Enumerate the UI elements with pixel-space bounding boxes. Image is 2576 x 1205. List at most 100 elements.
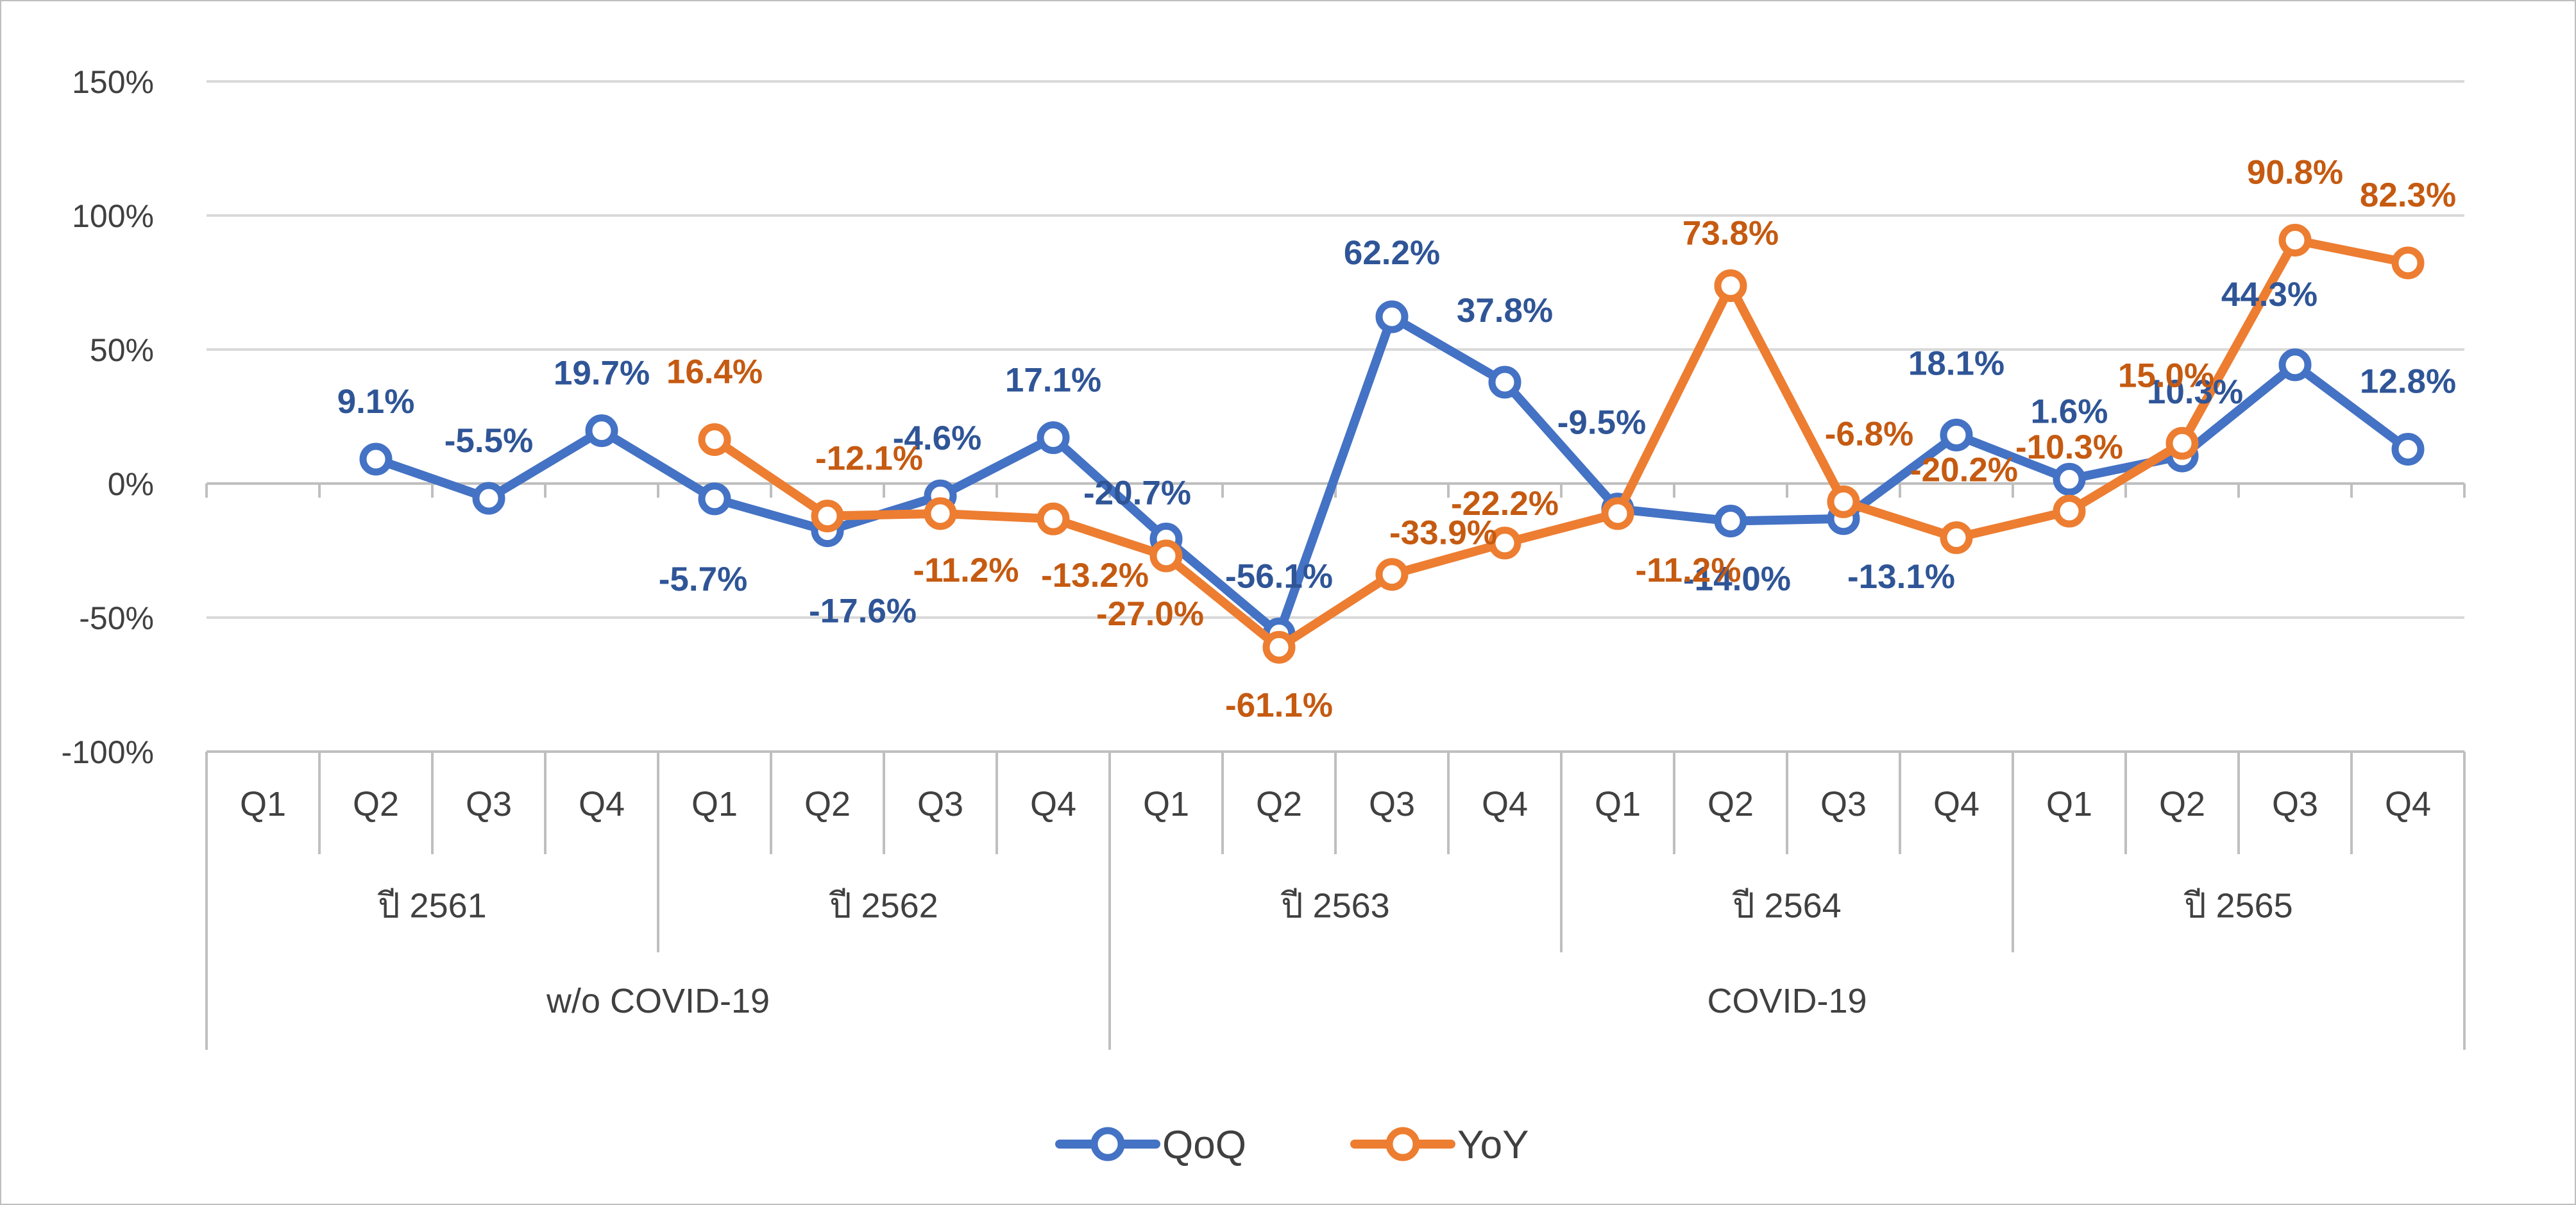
quarter-label: Q2 — [1256, 785, 1302, 823]
quarter-label: Q3 — [466, 785, 512, 823]
marker-yoy — [1488, 527, 1521, 560]
marker-yoy — [1601, 497, 1634, 530]
data-label-yoy: -6.8% — [1825, 415, 1913, 453]
quarter-label: Q3 — [1369, 785, 1415, 823]
year-label: ปี 2562 — [829, 887, 938, 925]
marker-yoy — [698, 423, 731, 456]
data-label-yoy: -33.9% — [1389, 514, 1497, 552]
period-label: COVID-19 — [1707, 982, 1867, 1020]
marker-yoy — [1262, 630, 1296, 664]
y-tick-label: -50% — [79, 600, 154, 636]
data-label-yoy: 90.8% — [2247, 153, 2343, 191]
marker-qoq — [1940, 418, 1973, 451]
y-axis: 150% 100% 50% 0% -50% -100% — [61, 64, 154, 770]
data-label-qoq: 10.3% — [2147, 373, 2243, 411]
year-label: ปี 2563 — [1280, 887, 1389, 925]
data-label-yoy: -13.2% — [1041, 557, 1149, 594]
marker-yoy — [2053, 494, 2086, 528]
quarter-label: Q3 — [917, 785, 963, 823]
marker-yoy — [924, 497, 957, 530]
data-label-qoq: -20.7% — [1083, 475, 1191, 512]
data-label-yoy: 16.4% — [666, 353, 763, 391]
data-label-yoy: -11.2% — [1635, 552, 1741, 589]
y-tick-label: 150% — [72, 64, 154, 100]
marker-qoq — [698, 482, 731, 516]
legend-marker-qoq — [1090, 1127, 1125, 1161]
marker-yoy — [2165, 426, 2199, 460]
marker-qoq — [1375, 300, 1409, 333]
quarter-label: Q2 — [2159, 785, 2205, 823]
data-label-qoq: -4.6% — [893, 419, 981, 457]
marker-qoq — [472, 482, 505, 515]
data-label-qoq: -9.5% — [1557, 404, 1646, 442]
data-label-qoq: -14.0% — [1683, 560, 1791, 598]
marker-qoq — [2391, 432, 2425, 466]
marker-qoq — [1037, 421, 1070, 455]
quarter-label: Q4 — [2385, 785, 2431, 823]
series-line-yoy — [710, 235, 2412, 652]
data-labels: 9.1% -5.5% 19.7% -5.7% -17.6% -4.6% 17.1% -20.7… — [337, 153, 2457, 724]
quarter-label: Q4 — [1030, 785, 1076, 823]
data-label-qoq: 44.3% — [2221, 276, 2318, 314]
data-label-qoq: 17.1% — [1005, 362, 1101, 400]
quarter-label: Q2 — [1707, 785, 1754, 823]
data-label-qoq: 62.2% — [1344, 234, 1440, 272]
year-label: ปี 2565 — [2183, 887, 2292, 925]
marker-yoy — [1375, 558, 1409, 591]
data-label-qoq: -17.6% — [809, 593, 917, 630]
marker-yoy — [811, 500, 844, 533]
quarter-label: Q1 — [691, 785, 738, 823]
quarter-label: Q3 — [1820, 785, 1867, 823]
marker-yoy — [1714, 269, 1747, 303]
quarter-label: Q2 — [353, 785, 399, 823]
y-tick-label: 50% — [90, 332, 154, 368]
data-label-qoq: -56.1% — [1225, 557, 1333, 595]
quarter-label: Q3 — [2272, 785, 2318, 823]
data-label-qoq: 18.1% — [1908, 344, 2004, 382]
quarter-label: Q1 — [1595, 785, 1641, 823]
quarter-label: Q1 — [2046, 785, 2092, 823]
data-label-yoy: 15.0% — [2118, 357, 2214, 394]
marker-qoq — [1714, 505, 1747, 538]
data-label-yoy: 82.3% — [2360, 176, 2456, 214]
marker-yoy — [2278, 223, 2312, 257]
legend: QoQ YoY — [1055, 1123, 1529, 1167]
y-tick-label: 100% — [72, 198, 154, 234]
legend-label-qoq: QoQ — [1162, 1123, 1246, 1167]
quarter-label: Q1 — [240, 785, 286, 823]
data-label-qoq: 12.8% — [2360, 362, 2456, 400]
gridlines — [207, 80, 2464, 619]
data-label-yoy: -61.1% — [1225, 686, 1333, 724]
marker-qoq — [585, 414, 618, 448]
x-axis-table: Q1 Q2 Q3 Q4 Q1 Q2 Q3 Q4 Q1 Q2 Q3 Q4 Q1 Q2 Q3 Q4 Q1 Q2 Q3 Q4… — [205, 482, 2466, 1050]
data-label-qoq: -5.7% — [659, 560, 747, 598]
data-label-yoy: 73.8% — [1682, 215, 1779, 253]
marker-yoy — [1827, 485, 1860, 518]
data-label-qoq: 19.7% — [554, 355, 650, 392]
marker-yoy — [2391, 246, 2425, 280]
year-label: ปี 2564 — [1732, 887, 1841, 925]
data-label-qoq: -5.5% — [445, 422, 533, 460]
marker-qoq — [359, 442, 393, 476]
quarter-label: Q4 — [1482, 785, 1528, 823]
marker-qoq — [2053, 462, 2086, 496]
data-label-qoq: -13.1% — [1847, 558, 1955, 596]
data-label-qoq: 37.8% — [1457, 292, 1553, 330]
data-label-qoq: 9.1% — [337, 383, 415, 421]
marker-yoy — [1940, 521, 1973, 554]
marker-yoy — [1149, 539, 1183, 573]
quarter-label: Q4 — [1933, 785, 1979, 823]
legend-marker-yoy — [1385, 1127, 1420, 1161]
data-label-yoy: -10.3% — [2015, 428, 2123, 466]
data-label-yoy: -20.2% — [1910, 451, 2018, 489]
data-label-yoy: -11.2% — [913, 552, 1019, 589]
quarter-label: Q2 — [804, 785, 851, 823]
year-label: ปี 2561 — [377, 887, 486, 925]
legend-label-yoy: YoY — [1457, 1123, 1529, 1167]
data-label-yoy: -12.1% — [815, 440, 923, 478]
quarter-label: Q4 — [579, 785, 625, 823]
quarter-label: Q1 — [1143, 785, 1189, 823]
series-lines — [359, 223, 2425, 664]
